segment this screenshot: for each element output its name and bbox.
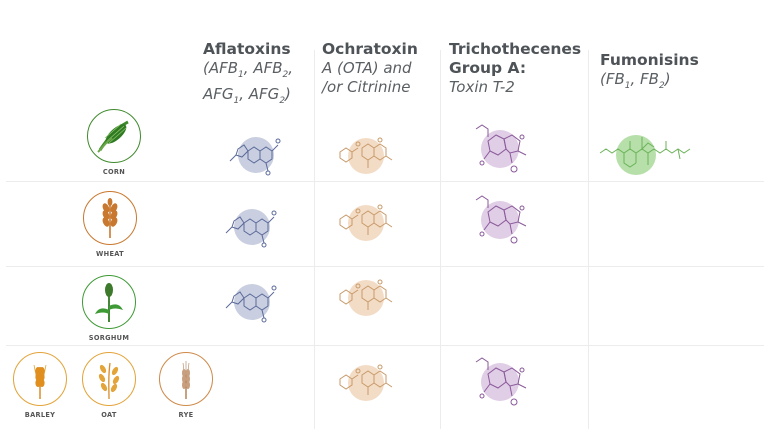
column-title: Trichothecenes Group A: <box>449 40 582 77</box>
column-divider <box>588 50 589 429</box>
ochratoxin-molecule-other-cereals <box>334 357 398 407</box>
crop-label: OAT <box>101 411 117 419</box>
barley-icon <box>13 352 67 406</box>
column-title: Fumonisins <box>600 51 699 69</box>
ochratoxin-molecule-sorghum <box>334 272 398 322</box>
column-title: Ochratoxin <box>322 40 418 58</box>
crop-sorghum: SORGHUM <box>79 275 139 342</box>
column-subtitle: (AFB1, AFB2, AFG1, AFG2) <box>203 59 294 106</box>
aflatoxin-molecule-wheat <box>220 199 280 249</box>
row-divider <box>6 181 764 182</box>
crop-oat: OAT <box>79 352 139 419</box>
ochratoxin-molecule-corn <box>334 130 398 180</box>
column-header-ochratoxin: Ochratoxin A (OTA) and/or Citrinine <box>322 40 418 97</box>
trichothecene-molecule-corn <box>470 119 534 183</box>
row-divider <box>6 266 764 267</box>
trichothecene-molecule-other-cereals <box>470 352 534 416</box>
sorghum-icon <box>82 275 136 329</box>
crop-wheat: WHEAT <box>80 191 140 258</box>
corn-icon <box>87 109 141 163</box>
aflatoxin-molecule-corn <box>224 127 284 177</box>
wheat-icon <box>83 191 137 245</box>
crop-barley: BARLEY <box>10 352 70 419</box>
aflatoxin-molecule-sorghum <box>220 274 280 324</box>
column-subtitle: Toxin T-2 <box>449 78 515 96</box>
oat-icon <box>82 352 136 406</box>
column-header-trichothecenes: Trichothecenes Group A: Toxin T-2 <box>449 40 581 97</box>
crop-label: RYE <box>178 411 194 419</box>
trichothecene-molecule-wheat <box>470 190 534 254</box>
ochratoxin-molecule-wheat <box>334 197 398 247</box>
crop-label: CORN <box>102 168 126 176</box>
column-subtitle: A (OTA) and/or Citrinine <box>322 59 412 96</box>
crop-rye: RYE <box>156 352 216 419</box>
column-divider <box>314 50 315 429</box>
column-title: Aflatoxins <box>203 40 291 58</box>
column-subtitle: (FB1, FB2) <box>600 70 671 91</box>
row-divider <box>6 345 764 346</box>
crop-label: SORGHUM <box>88 334 130 342</box>
column-header-fumonisins: Fumonisins (FB1, FB2) <box>600 51 699 96</box>
rye-icon <box>159 352 213 406</box>
crop-label: WHEAT <box>96 250 124 258</box>
crop-label: BARLEY <box>24 411 56 419</box>
column-header-aflatoxins: Aflatoxins (AFB1, AFB2, AFG1, AFG2) <box>203 40 293 111</box>
fumonisin-molecule-corn <box>596 129 696 181</box>
crop-corn: CORN <box>84 109 144 176</box>
column-divider <box>440 50 441 429</box>
